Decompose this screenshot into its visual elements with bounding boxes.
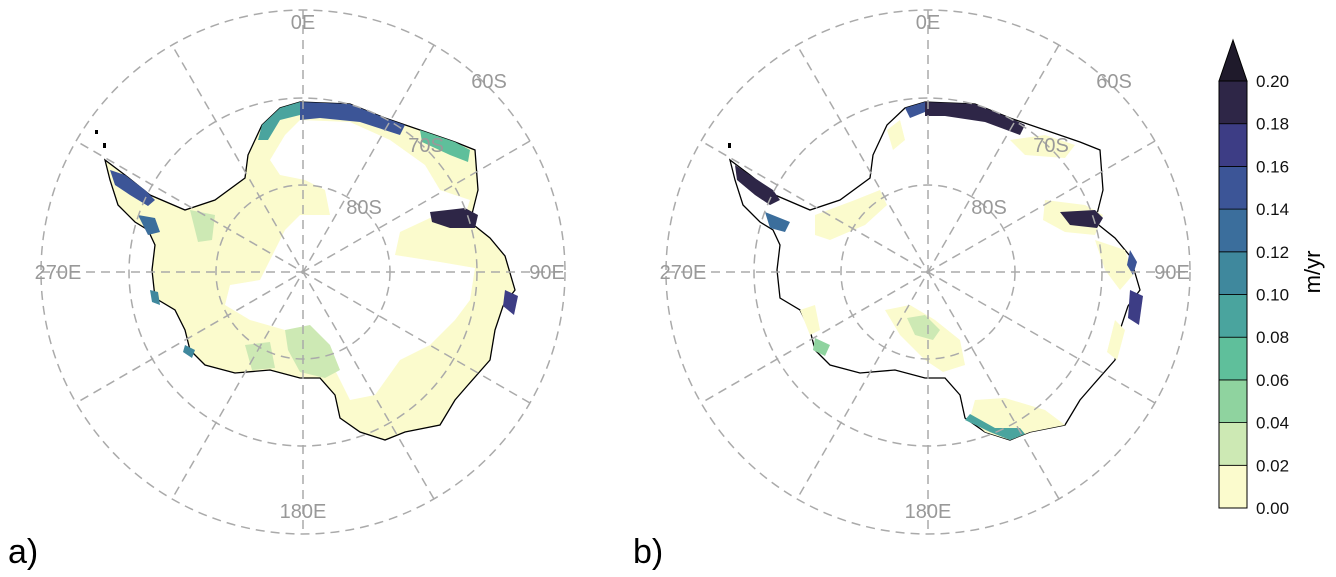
colorbar-tick-label: 0.08	[1256, 328, 1289, 347]
island-speck	[728, 143, 731, 148]
low-melt-patch	[1107, 320, 1125, 360]
grid-label-270e: 270E	[35, 262, 82, 284]
colorbar-swatch	[1218, 123, 1248, 167]
island-speck	[103, 143, 106, 148]
colorbar-tick-label: 0.00	[1256, 499, 1289, 518]
grid-label-70s: 70S	[1033, 135, 1069, 157]
coastal-high-melt	[905, 102, 925, 118]
grid-label-270e: 270E	[660, 262, 707, 284]
coastal-high-melt	[150, 290, 160, 305]
moderate-melt-patch	[245, 342, 275, 370]
colorbar-swatch	[1218, 251, 1248, 295]
colorbar-swatch	[1218, 336, 1248, 381]
graticule	[665, 9, 1191, 535]
coastal-high-melt	[965, 414, 1025, 440]
colorbar-swatch	[1218, 208, 1248, 253]
panel-label-b: b)	[633, 533, 664, 571]
low-melt-patch	[887, 120, 905, 150]
low-melt-patch	[1095, 240, 1133, 290]
coastal-high-melt	[925, 102, 1025, 135]
grid-label-0e: 0E	[916, 12, 940, 34]
grid-label-60s: 60S	[471, 71, 507, 93]
low-melt-patch	[800, 305, 820, 335]
coastal-high-melt	[1060, 210, 1103, 228]
grid-label-90e: 90E	[1154, 262, 1190, 284]
grid-label-80s: 80S	[346, 197, 382, 219]
coastal-high-melt	[110, 170, 155, 206]
coastal-high-melt	[420, 130, 470, 162]
grid-label-180e: 180E	[905, 501, 952, 523]
coastal-high-melt	[1127, 250, 1137, 275]
grid-label-0e: 0E	[291, 12, 315, 34]
colorbar-swatch	[1218, 294, 1248, 338]
coastal-high-melt	[765, 212, 790, 232]
grid-label-180e: 180E	[280, 501, 327, 523]
low-melt-patch	[1010, 135, 1075, 158]
colorbar-swatch	[1218, 464, 1248, 509]
moderate-melt-patch	[813, 338, 830, 356]
low-melt-patch	[815, 190, 887, 240]
low-melt-patch	[885, 305, 965, 372]
antarctica-landmass	[728, 101, 1141, 441]
map-panel-b: 0E 90E 180E 270E 60S 70S 80S	[660, 9, 1191, 535]
coastal-high-melt	[1128, 290, 1143, 325]
colorbar-swatch	[1218, 422, 1248, 466]
colorbar-units-label: m/yr	[1300, 251, 1325, 294]
moderate-melt-patch	[907, 315, 940, 340]
colorbar-extend-arrow	[1218, 38, 1248, 82]
coastal-high-melt	[503, 290, 518, 315]
colorbar-swatch	[1218, 165, 1248, 210]
colorbar-tick-label: 0.20	[1256, 72, 1289, 91]
coastal-high-melt	[138, 215, 160, 235]
colorbar-tick-label: 0.14	[1256, 200, 1289, 219]
coastal-high-melt	[258, 102, 300, 140]
colorbar-tick-label: 0.18	[1256, 115, 1289, 134]
colorbar: 0.00 0.02 0.04 0.06 0.08 0.10 0.12 0.14 0.16 0.18…	[1218, 38, 1325, 518]
colorbar-swatch	[1218, 80, 1248, 125]
graticule	[40, 9, 566, 535]
map-panel-a: 0E 90E 180E 270E 60S 70S 80S	[35, 9, 566, 535]
colorbar-tick-label: 0.12	[1256, 243, 1289, 262]
colorbar-swatch	[1218, 379, 1248, 423]
colorbar-tick-label: 0.16	[1256, 157, 1289, 176]
colorbar-frame	[1218, 80, 1248, 509]
colorbar-tick-label: 0.02	[1256, 456, 1289, 475]
moderate-melt-patch	[190, 210, 215, 242]
colorbar-tick-label: 0.04	[1256, 414, 1289, 433]
island-speck	[95, 130, 98, 134]
grid-label-60s: 60S	[1096, 71, 1132, 93]
moderate-melt-patch	[285, 325, 340, 378]
grid-label-90e: 90E	[529, 262, 565, 284]
colorbar-tick-label: 0.10	[1256, 286, 1289, 305]
grid-label-70s: 70S	[408, 135, 444, 157]
colorbar-tick-label: 0.06	[1256, 371, 1289, 390]
coastal-high-melt	[735, 165, 780, 205]
panel-label-a: a)	[8, 533, 39, 571]
coastal-high-melt	[300, 102, 405, 135]
grid-label-80s: 80S	[971, 197, 1007, 219]
coastal-high-melt	[430, 208, 478, 228]
coastal-high-melt	[183, 345, 195, 358]
